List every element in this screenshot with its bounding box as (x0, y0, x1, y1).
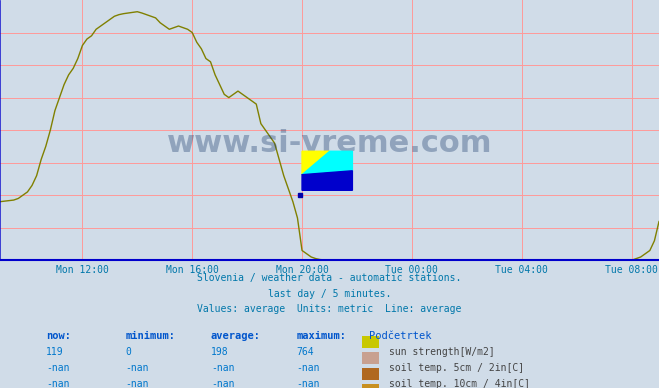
FancyBboxPatch shape (362, 352, 379, 364)
FancyBboxPatch shape (362, 368, 379, 380)
Text: 0: 0 (125, 347, 131, 357)
Text: 198: 198 (211, 347, 229, 357)
Text: -nan: -nan (46, 379, 70, 388)
Text: sun strength[W/m2]: sun strength[W/m2] (389, 347, 494, 357)
Text: soil temp. 5cm / 2in[C]: soil temp. 5cm / 2in[C] (389, 363, 524, 373)
Text: Values: average  Units: metric  Line: average: Values: average Units: metric Line: aver… (197, 304, 462, 314)
Text: average:: average: (211, 331, 261, 341)
Text: Slovenia / weather data - automatic stations.: Slovenia / weather data - automatic stat… (197, 273, 462, 283)
Text: -nan: -nan (297, 379, 320, 388)
FancyBboxPatch shape (362, 384, 379, 388)
Polygon shape (302, 151, 330, 175)
Text: www.si-vreme.com: www.si-vreme.com (167, 129, 492, 158)
Text: last day / 5 minutes.: last day / 5 minutes. (268, 289, 391, 299)
Text: -nan: -nan (125, 363, 149, 373)
Text: maximum:: maximum: (297, 331, 347, 341)
Polygon shape (302, 151, 353, 175)
Text: -nan: -nan (211, 363, 235, 373)
Text: now:: now: (46, 331, 71, 341)
Text: -nan: -nan (211, 379, 235, 388)
Text: 119: 119 (46, 347, 64, 357)
Text: -nan: -nan (297, 363, 320, 373)
Text: 764: 764 (297, 347, 314, 357)
Text: -nan: -nan (46, 363, 70, 373)
Text: minimum:: minimum: (125, 331, 175, 341)
Polygon shape (302, 171, 353, 190)
Text: -nan: -nan (125, 379, 149, 388)
Text: soil temp. 10cm / 4in[C]: soil temp. 10cm / 4in[C] (389, 379, 530, 388)
FancyBboxPatch shape (362, 336, 379, 348)
Text: Podčetrtek: Podčetrtek (369, 331, 432, 341)
